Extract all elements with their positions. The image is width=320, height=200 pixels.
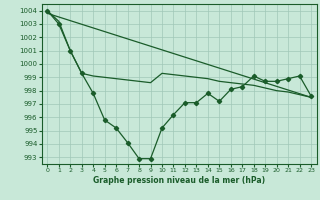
X-axis label: Graphe pression niveau de la mer (hPa): Graphe pression niveau de la mer (hPa) bbox=[93, 176, 265, 185]
